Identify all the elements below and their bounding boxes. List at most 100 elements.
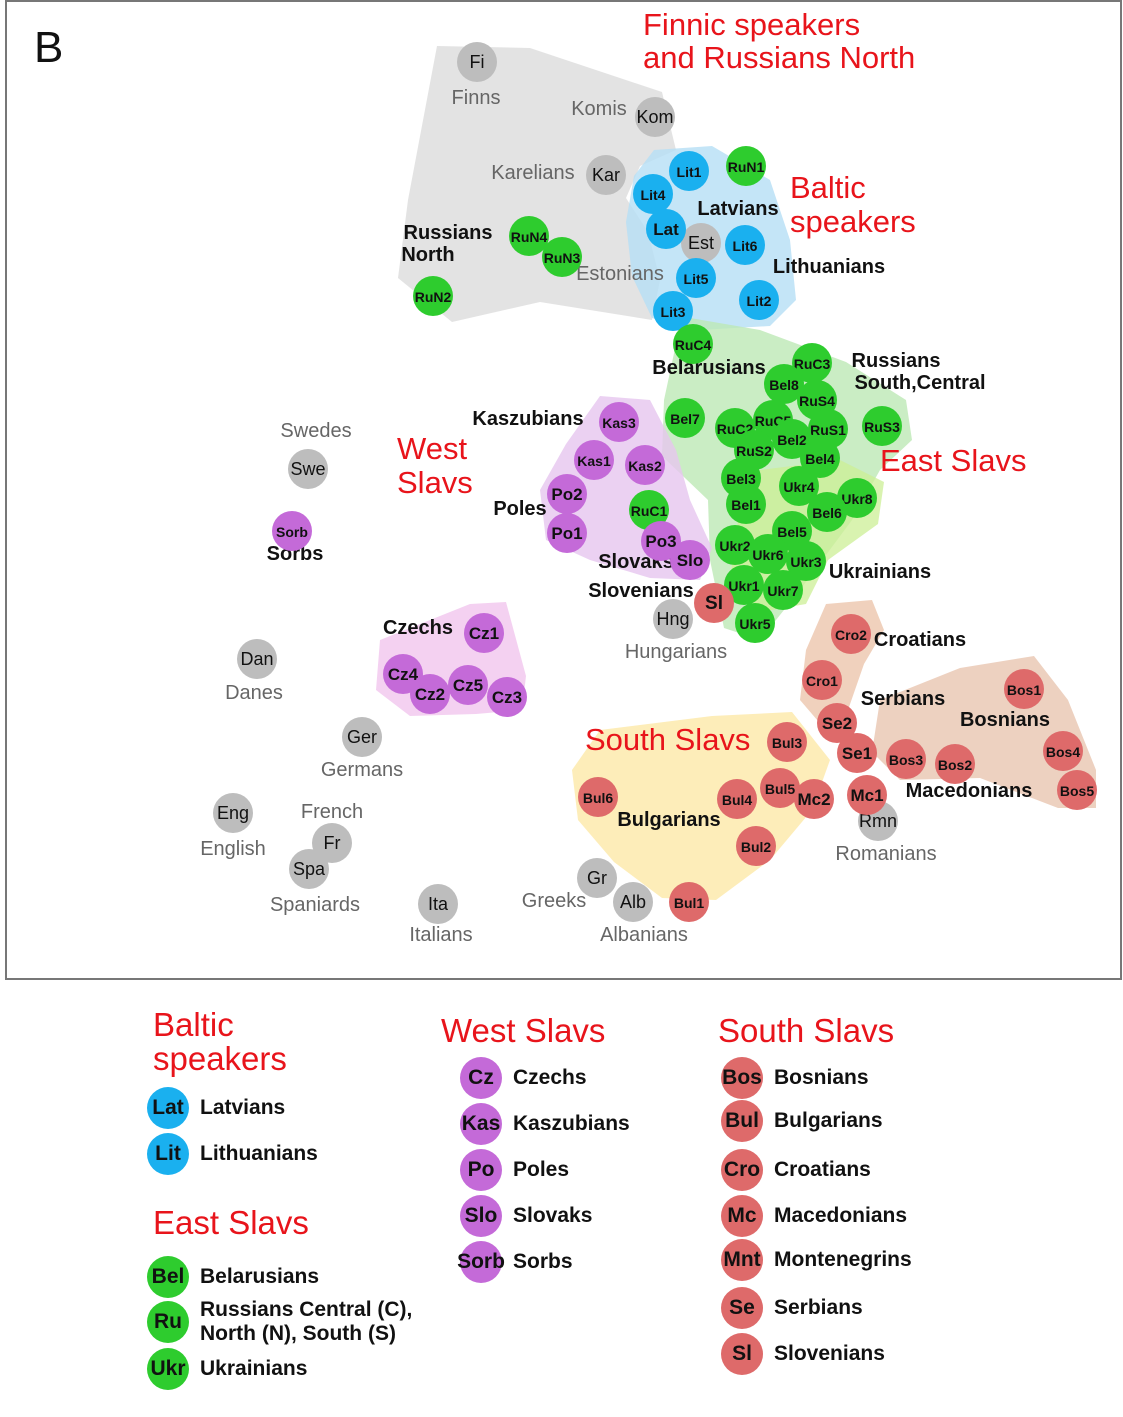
point-marker bbox=[837, 733, 877, 773]
point-label: RuN1 bbox=[728, 159, 765, 175]
data-point-cro1: Cro1 bbox=[802, 660, 842, 700]
population-label: Greeks bbox=[522, 890, 586, 912]
region-finnic bbox=[398, 46, 676, 322]
point-label: RuC4 bbox=[675, 337, 712, 353]
point-label: RuS2 bbox=[736, 443, 772, 459]
point-label: Ukr3 bbox=[790, 554, 821, 570]
legend-label-slovenians: Slovenians bbox=[774, 1342, 885, 1365]
data-point-lit3: Lit3 bbox=[653, 291, 693, 331]
point-marker bbox=[418, 884, 458, 924]
point-label: Ger bbox=[347, 727, 377, 747]
population-label: Croatians bbox=[874, 629, 966, 651]
legend-item-belarusians: Bel Belarusians bbox=[147, 1256, 319, 1298]
data-point-run4: RuN4 bbox=[509, 216, 549, 256]
data-point-mc2: Mc2 bbox=[794, 779, 834, 819]
legend-dot-kas: Kas bbox=[460, 1103, 502, 1145]
point-marker bbox=[831, 614, 871, 654]
point-label: Bel5 bbox=[777, 524, 807, 540]
population-label: Macedonians bbox=[906, 780, 1033, 802]
data-point-sl: Sl bbox=[694, 583, 734, 623]
data-point-ukr8: Ukr8 bbox=[837, 478, 877, 518]
data-point-bul4: Bul4 bbox=[717, 779, 757, 819]
legend-label-bulgarians: Bulgarians bbox=[774, 1109, 883, 1132]
population-label: Danes bbox=[225, 682, 283, 704]
point-label: Cz4 bbox=[388, 665, 419, 684]
legend-dot-bos: Bos bbox=[721, 1057, 763, 1099]
point-label: Kom bbox=[636, 107, 673, 127]
point-marker bbox=[625, 445, 665, 485]
data-point-cz2: Cz2 bbox=[410, 674, 450, 714]
data-point-kas3: Kas3 bbox=[599, 402, 639, 442]
point-marker bbox=[886, 739, 926, 779]
group-heading: speakers bbox=[790, 204, 916, 239]
point-marker bbox=[779, 466, 819, 506]
point-label: Spa bbox=[293, 859, 326, 879]
point-marker bbox=[1004, 669, 1044, 709]
data-point-ita: Ita bbox=[418, 884, 458, 924]
data-point-lit5: Lit5 bbox=[676, 258, 716, 298]
data-point-ger: Ger bbox=[342, 717, 382, 757]
point-label: Bul6 bbox=[583, 790, 614, 806]
legend-dot-cro: Cro bbox=[721, 1149, 763, 1191]
legend-label-russians: Russians Central (C), North (N), South (… bbox=[200, 1298, 413, 1345]
point-label: Alb bbox=[620, 892, 646, 912]
population-label: Finns bbox=[452, 87, 501, 109]
legend-dot-bul: Bul bbox=[721, 1100, 763, 1142]
legend-label-poles: Poles bbox=[513, 1158, 570, 1181]
population-labels: Finns Komis Karelians Estonians Swedes Danes G… bbox=[200, 87, 1050, 946]
point-label: Se1 bbox=[842, 744, 872, 763]
legend-label-slovaks: Slovaks bbox=[513, 1204, 593, 1227]
point-label: Bel7 bbox=[670, 411, 700, 427]
point-label: Sl bbox=[705, 593, 723, 614]
point-marker bbox=[288, 449, 328, 489]
data-point-bul5: Bul5 bbox=[760, 768, 800, 808]
legend-item-russians: Ru Russians Central (C), North (N), Sout… bbox=[147, 1298, 413, 1345]
data-point-kar: Kar bbox=[586, 155, 626, 195]
legend-label-belarusians: Belarusians bbox=[200, 1265, 320, 1288]
data-point-po2: Po2 bbox=[547, 474, 587, 514]
point-marker bbox=[676, 258, 716, 298]
data-point-spa: Spa bbox=[289, 849, 329, 889]
point-label: Cro2 bbox=[835, 627, 867, 643]
group-heading: Baltic bbox=[790, 170, 866, 205]
point-label: Cz1 bbox=[469, 624, 499, 643]
population-label: Bulgarians bbox=[617, 809, 720, 831]
point-label: Kas3 bbox=[602, 415, 636, 431]
legend-dot-se: Se bbox=[721, 1287, 763, 1329]
point-marker bbox=[410, 674, 450, 714]
point-marker bbox=[613, 882, 653, 922]
data-point-cro2: Cro2 bbox=[831, 614, 871, 654]
data-point-bel2: Bel2 bbox=[772, 419, 812, 459]
population-label: Albanians bbox=[600, 924, 688, 946]
point-label: RuS4 bbox=[799, 393, 835, 409]
data-point-ukr2: Ukr2 bbox=[715, 525, 755, 565]
group-heading: Slavs bbox=[397, 465, 473, 500]
legend-dot-bel: Bel bbox=[147, 1256, 189, 1298]
point-marker bbox=[748, 534, 788, 574]
point-label: Bos4 bbox=[1046, 744, 1080, 760]
point-marker bbox=[413, 276, 453, 316]
point-label: Bel1 bbox=[731, 497, 761, 513]
data-point-dan: Dan bbox=[237, 639, 277, 679]
group-heading: South Slavs bbox=[585, 722, 750, 757]
point-label: Bos2 bbox=[938, 757, 972, 773]
point-label: Bos1 bbox=[1007, 682, 1041, 698]
point-marker bbox=[213, 793, 253, 833]
point-marker bbox=[792, 343, 832, 383]
data-point-bel1: Bel1 bbox=[726, 484, 766, 524]
population-label: Lithuanians bbox=[773, 256, 885, 278]
point-marker bbox=[464, 613, 504, 653]
point-label: Po2 bbox=[551, 485, 582, 504]
point-label: Ukr8 bbox=[841, 491, 872, 507]
legend-label-sorbs: Sorbs bbox=[513, 1250, 573, 1273]
point-marker bbox=[1057, 770, 1097, 810]
point-label: Se2 bbox=[822, 714, 852, 733]
population-label: Serbians bbox=[861, 688, 945, 710]
point-label: Kas1 bbox=[577, 453, 611, 469]
point-marker bbox=[802, 660, 842, 700]
panel-letter: B bbox=[34, 23, 63, 72]
scatter-plot-panel: Finns Komis Karelians Estonians Swedes Danes G… bbox=[5, 0, 1122, 980]
legend-item-bulgarians: Bul Bulgarians bbox=[721, 1100, 883, 1142]
point-marker bbox=[629, 490, 669, 530]
